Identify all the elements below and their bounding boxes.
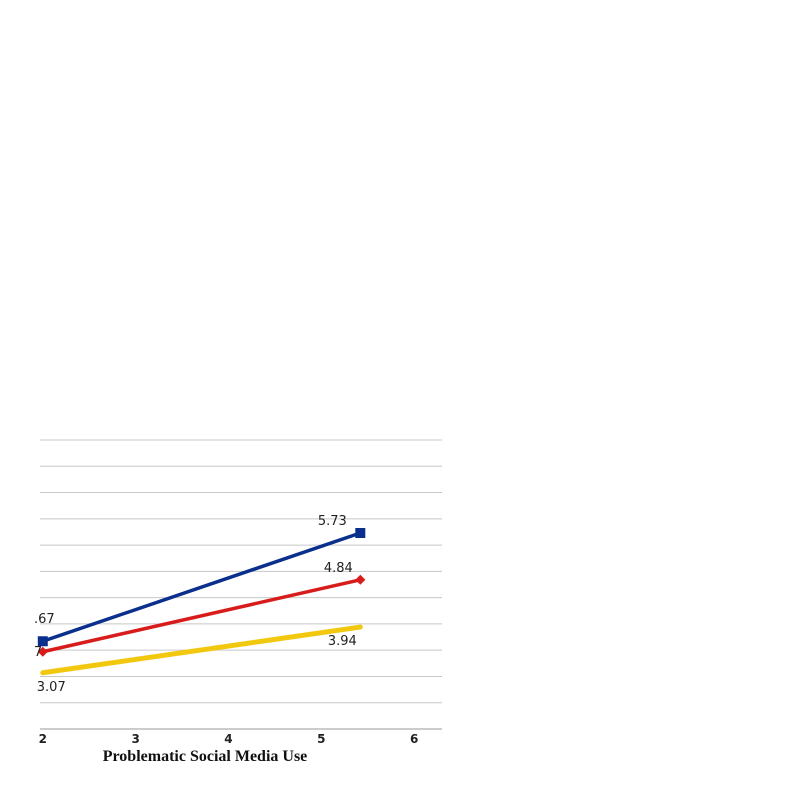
x-tick-label: 5 bbox=[317, 732, 325, 746]
data-label: 7 bbox=[34, 645, 42, 660]
series-line bbox=[40, 624, 363, 676]
data-label: 5.73 bbox=[318, 514, 347, 529]
x-axis-title: Problematic Social Media Use bbox=[103, 748, 308, 765]
x-tick-label: 3 bbox=[131, 732, 139, 746]
data-point-diamond bbox=[37, 646, 48, 657]
data-label: 4.84 bbox=[324, 561, 353, 576]
data-point-square bbox=[37, 636, 48, 647]
series-line bbox=[41, 578, 363, 654]
x-tick-labels: 2 3 4 5 6 bbox=[39, 732, 419, 746]
data-point-square bbox=[355, 528, 366, 539]
series-line bbox=[41, 531, 363, 643]
x-tick-label: 2 bbox=[39, 732, 47, 746]
data-point-diamond bbox=[355, 574, 366, 585]
x-tick-label: 6 bbox=[410, 732, 418, 746]
data-label: 3.07 bbox=[37, 680, 66, 695]
series-lines bbox=[37, 528, 366, 676]
gridlines bbox=[40, 439, 442, 704]
data-label: 3.94 bbox=[328, 634, 357, 649]
data-label: .67 bbox=[34, 612, 55, 627]
data-labels: .67 5.73 7 4.84 3.07 3.94 bbox=[34, 514, 357, 695]
x-tick-label: 4 bbox=[224, 732, 232, 746]
